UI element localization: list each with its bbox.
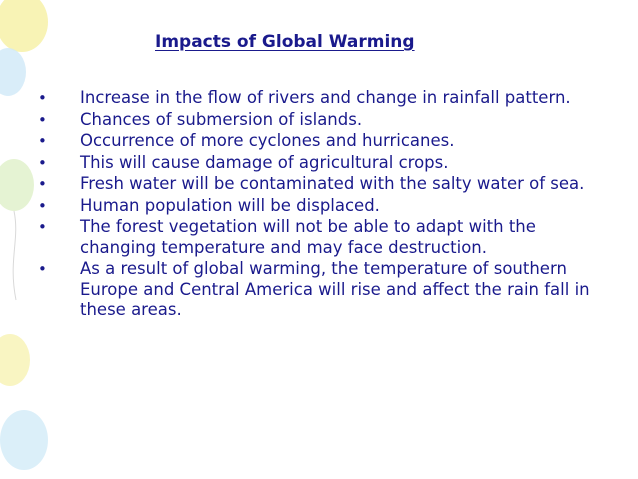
bullet-dot-icon: • xyxy=(38,89,47,107)
bullet-text: Increase in the flow of rivers and chang… xyxy=(80,88,571,107)
balloons-decoration xyxy=(0,0,48,470)
bullet-dot-icon: • xyxy=(38,260,47,278)
bullet-list: • Increase in the flow of rivers and cha… xyxy=(36,88,606,322)
slide-title: Impacts of Global Warming xyxy=(155,32,415,52)
balloon-blue-bottom xyxy=(0,410,48,470)
bullet-text: Fresh water will be contaminated with th… xyxy=(80,174,585,193)
bullet-dot-icon: • xyxy=(38,110,47,129)
bullet-text: Occurrence of more cyclones and hurrican… xyxy=(80,131,455,150)
bullet-text: This will cause damage of agricultural c… xyxy=(80,152,449,172)
bullet-dot-icon: • xyxy=(38,153,47,172)
balloon-yellow-top xyxy=(0,0,48,52)
bullet-dot-icon: • xyxy=(38,196,47,215)
bullet-text: Chances of submersion of islands. xyxy=(80,109,363,129)
balloon-blue-top xyxy=(0,48,26,96)
bullet-item: • Increase in the flow of rivers and cha… xyxy=(36,88,606,109)
balloon-green xyxy=(0,159,34,211)
bullet-item: • Fresh water will be contaminated with … xyxy=(36,174,606,195)
balloon-yellow-bottom xyxy=(0,334,30,386)
bullet-item: • The forest vegetation will not be able… xyxy=(36,217,606,258)
bullet-item: • As a result of global warming, the tem… xyxy=(36,259,606,321)
bullet-item: • Occurrence of more cyclones and hurric… xyxy=(36,131,606,152)
bullet-item: • Chances of submersion of islands. xyxy=(36,110,606,131)
bullet-text: As a result of global warming, the tempe… xyxy=(80,259,590,319)
bullet-dot-icon: • xyxy=(38,132,47,150)
bullet-text: The forest vegetation will not be able t… xyxy=(80,217,536,257)
balloon-string xyxy=(12,210,17,301)
bullet-text: Human population will be displaced. xyxy=(80,195,380,215)
bullet-item: • This will cause damage of agricultural… xyxy=(36,153,606,174)
bullet-dot-icon: • xyxy=(38,175,47,193)
bullet-dot-icon: • xyxy=(38,218,47,236)
bullet-item: • Human population will be displaced. xyxy=(36,196,606,217)
